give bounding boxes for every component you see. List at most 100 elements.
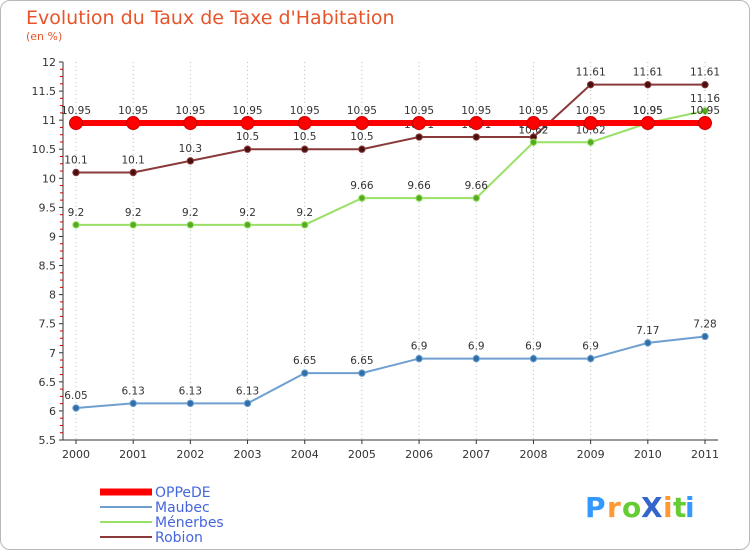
y-tick-label: 6 <box>49 405 56 418</box>
data-point <box>72 168 80 177</box>
y-tick-label: 9 <box>49 230 56 243</box>
data-point <box>415 354 423 363</box>
data-point <box>469 116 484 131</box>
data-label: 10.95 <box>233 105 263 117</box>
data-label: 9.2 <box>296 207 313 219</box>
data-label: 9.2 <box>125 207 142 219</box>
data-point <box>301 145 309 153</box>
data-point <box>186 399 195 408</box>
y-tick-label: 7 <box>49 347 56 360</box>
legend-label: Robion <box>155 530 203 546</box>
data-label: 6.65 <box>350 355 373 367</box>
data-label: 11.61 <box>633 67 663 79</box>
y-tick-label: 9.5 <box>39 201 57 214</box>
data-label: 6.13 <box>179 385 202 397</box>
data-label: 10.3 <box>179 143 202 155</box>
data-label: 10.95 <box>118 105 148 117</box>
data-point <box>129 168 137 177</box>
data-point <box>301 221 309 229</box>
data-label: 10.95 <box>461 105 491 117</box>
data-point <box>526 116 541 131</box>
data-point <box>529 138 538 146</box>
data-label: 6.13 <box>121 385 144 397</box>
data-label: 6.9 <box>525 341 542 353</box>
legend-label: Maubec <box>155 500 210 516</box>
data-label: 9.2 <box>239 207 256 219</box>
data-point <box>69 116 83 131</box>
data-point <box>583 116 598 131</box>
data-point <box>412 116 427 131</box>
x-tick-label: 2007 <box>462 448 490 461</box>
legend-label: OPPeDE <box>155 485 211 501</box>
data-label: 10.95 <box>347 105 377 117</box>
x-tick-label: 2002 <box>176 448 204 461</box>
data-point <box>701 80 709 89</box>
y-tick-label: 8.5 <box>39 260 57 273</box>
data-point <box>640 116 655 131</box>
legend-item-robion: Robion <box>100 530 203 546</box>
x-tick-label: 2011 <box>691 448 719 461</box>
data-label: 6.65 <box>293 355 316 367</box>
logo-letter: r <box>607 491 621 524</box>
x-tick-label: 2009 <box>577 448 605 461</box>
legend-item-ménerbes: Ménerbes <box>100 515 224 531</box>
logo-letter: i <box>685 491 695 524</box>
data-label: 7.17 <box>636 325 659 337</box>
data-point <box>644 339 652 347</box>
data-point <box>586 138 595 146</box>
data-label: 9.2 <box>68 207 85 219</box>
x-tick-label: 2008 <box>519 448 547 461</box>
data-point <box>126 116 141 131</box>
x-tick-label: 2003 <box>234 448 262 461</box>
logo-letter: X <box>641 491 663 524</box>
y-tick-label: 10.5 <box>32 143 57 156</box>
data-label: 6.9 <box>582 341 599 353</box>
data-point <box>472 194 480 202</box>
data-label: 10.5 <box>350 131 373 143</box>
x-tick-label: 2004 <box>291 448 319 461</box>
axes: 5.5 6 6.5 7 7.5 8 8.5 9 9.5 10 10.5 11 11.5 12 2000 200… <box>32 56 720 461</box>
y-tick-label: 11.5 <box>32 85 57 98</box>
series-maubec: 6.05 6.13 6.13 6.13 6.65 6.65 6.9 6.9 6.9 6.9 7.17… <box>64 318 717 412</box>
data-label: 10.95 <box>175 105 205 117</box>
data-label: 10.5 <box>236 131 259 143</box>
y-tick-label: 6.5 <box>39 376 57 389</box>
logo-letter: i <box>663 491 673 524</box>
logo-letter: P <box>585 491 606 524</box>
data-point <box>701 107 709 115</box>
x-tick-label: 2006 <box>405 448 433 461</box>
data-label: 6.13 <box>236 385 259 397</box>
data-point <box>301 369 309 377</box>
data-point <box>186 221 195 229</box>
data-point <box>243 399 252 408</box>
data-label: 9.66 <box>350 180 374 192</box>
data-label: 9.66 <box>407 180 431 192</box>
data-label: 10.95 <box>576 105 606 117</box>
data-label: 10.62 <box>576 124 606 136</box>
data-label: 10.95 <box>633 105 663 117</box>
series-oppede: 10.95 10.95 10.95 10.95 10.95 10.95 10.95 10.95… <box>61 105 720 131</box>
x-tick-label: 2010 <box>634 448 662 461</box>
data-label: 10.95 <box>690 105 720 117</box>
data-point <box>415 133 423 141</box>
data-point <box>358 194 366 202</box>
logo-letter: t <box>673 491 686 524</box>
data-point <box>72 404 80 412</box>
data-label: 10.62 <box>518 124 548 136</box>
data-label: 10.5 <box>293 131 316 143</box>
x-tick-label: 2001 <box>119 448 147 461</box>
series-line <box>76 83 705 174</box>
x-tick-label: 2000 <box>62 448 90 461</box>
data-label: 10.95 <box>290 105 320 117</box>
data-label: 6.9 <box>411 341 428 353</box>
data-label: 10.1 <box>64 154 87 166</box>
y-tick-label: 7.5 <box>39 318 57 331</box>
data-point <box>183 116 198 131</box>
data-point <box>415 194 423 202</box>
y-tick-label: 12 <box>42 56 56 69</box>
data-point <box>240 116 255 131</box>
